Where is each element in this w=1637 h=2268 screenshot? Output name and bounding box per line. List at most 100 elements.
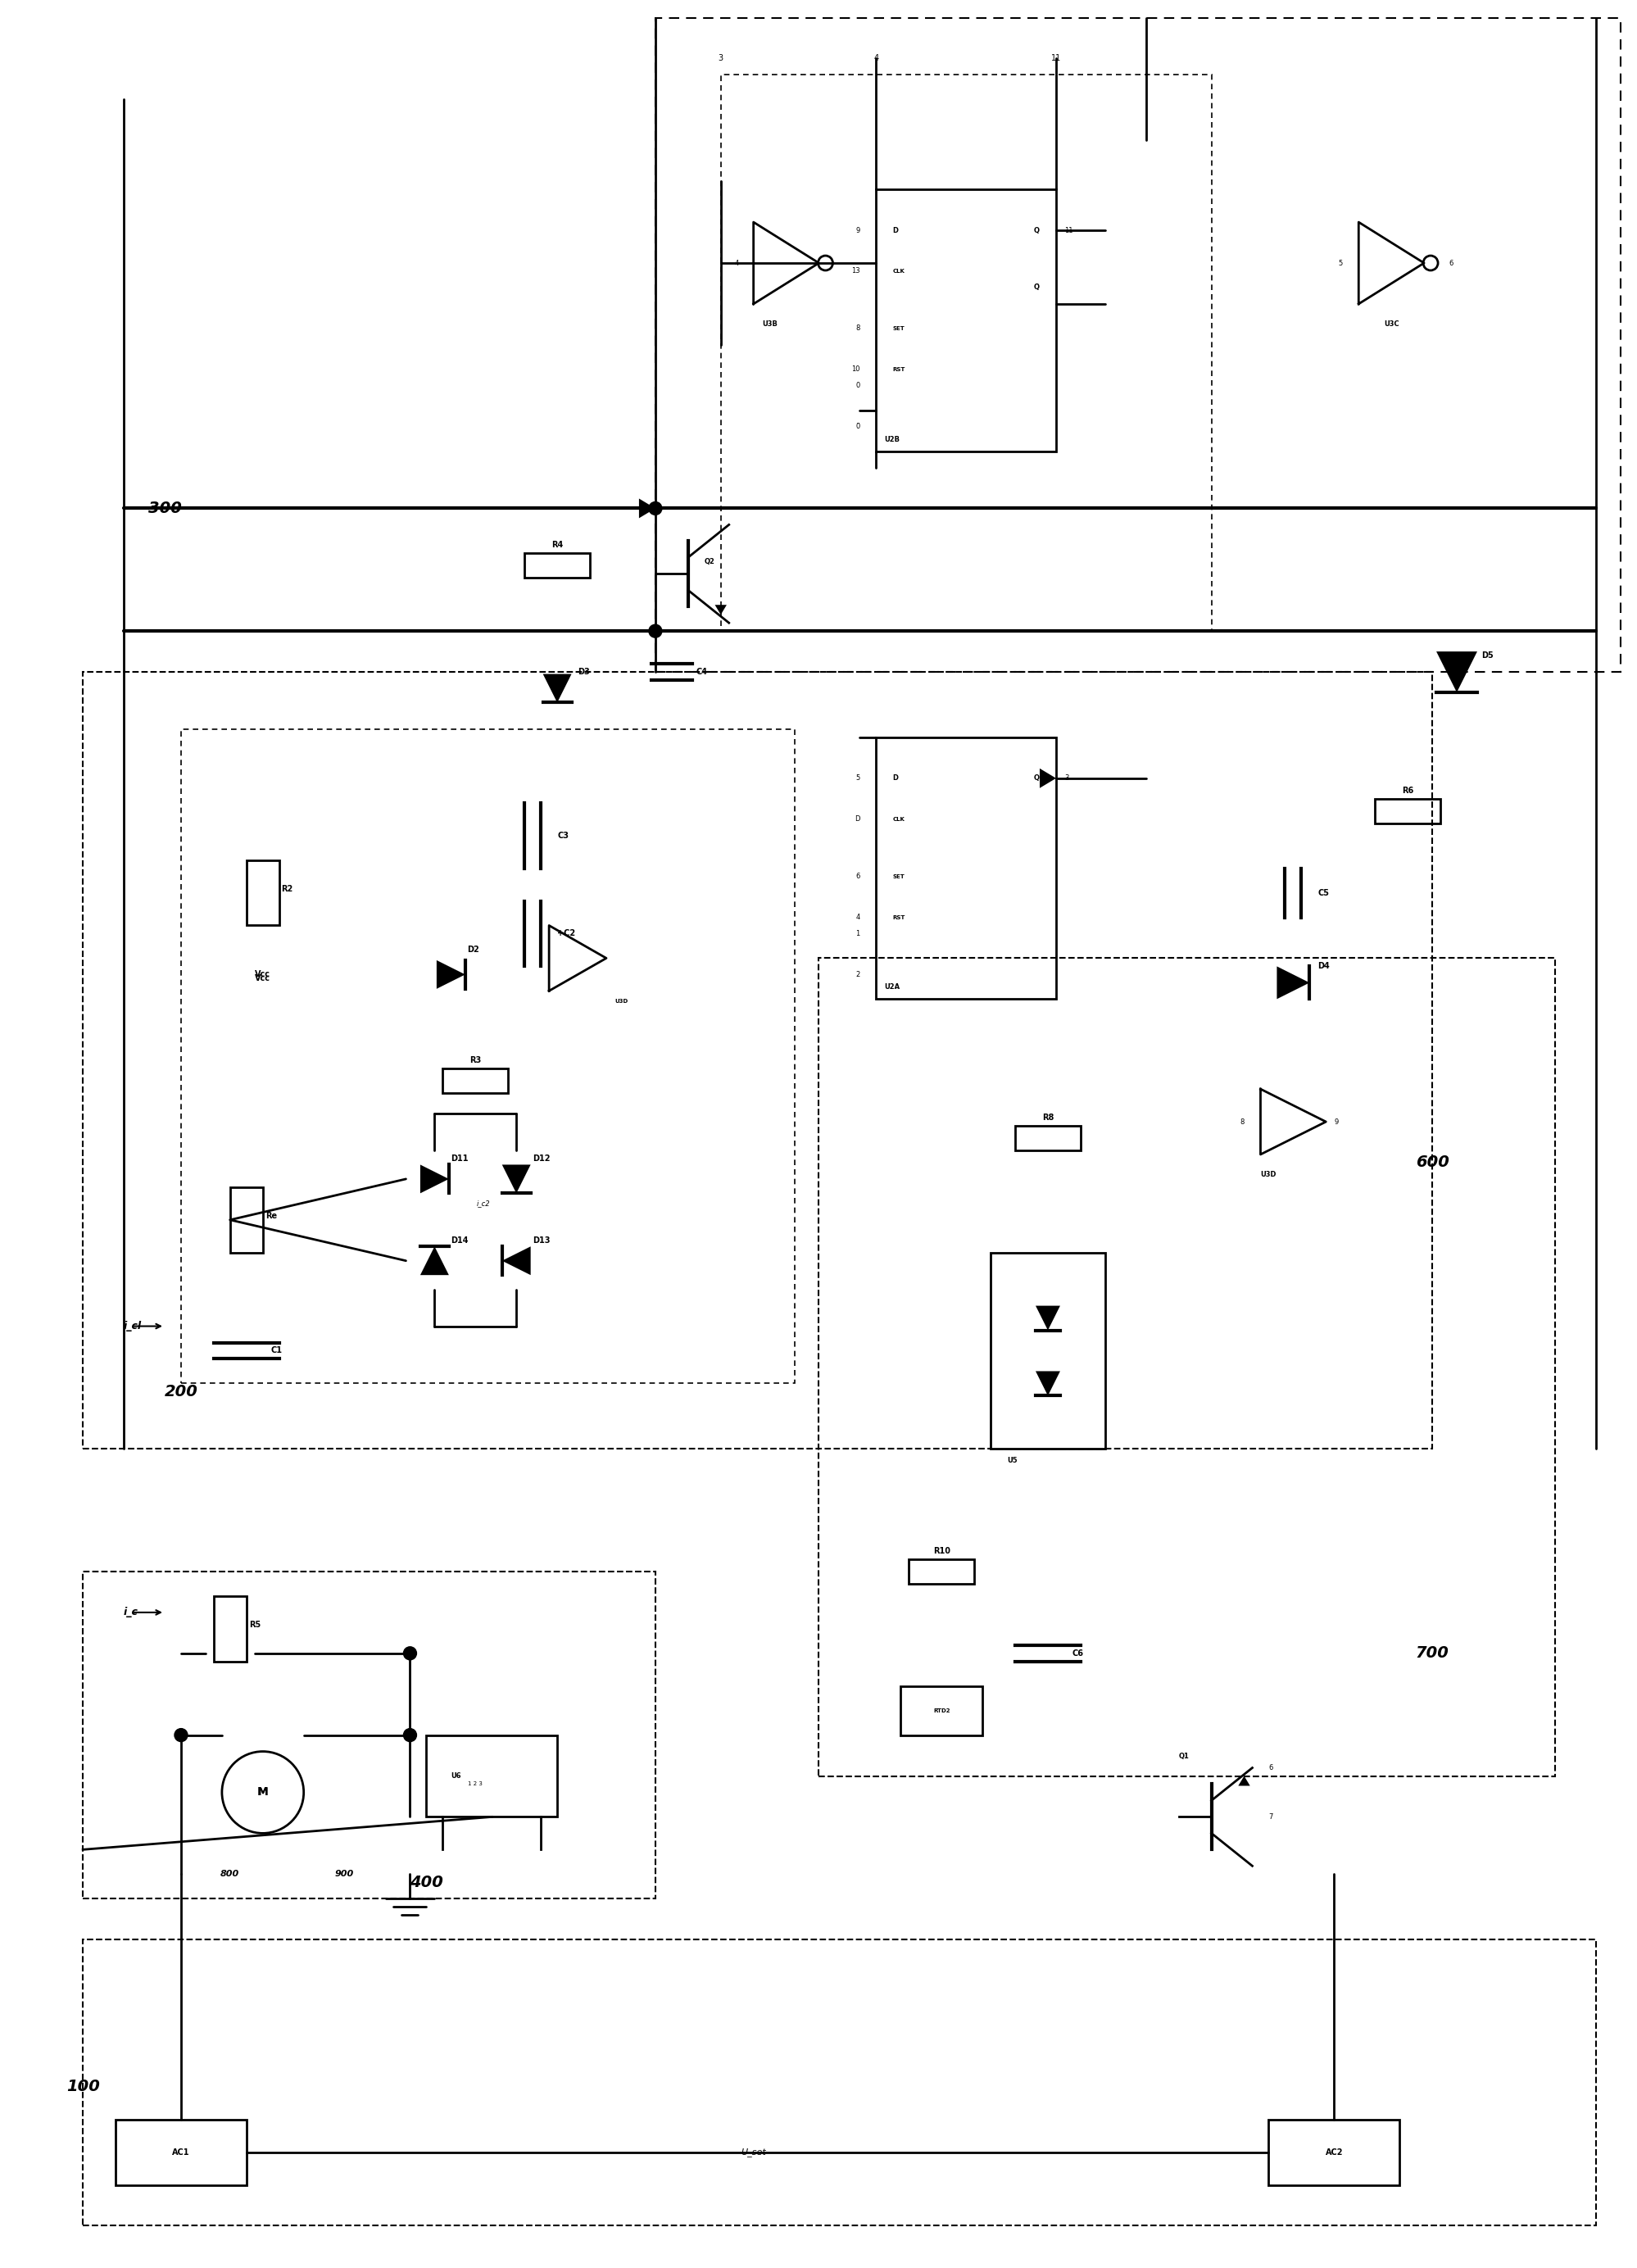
Text: Q1: Q1 [1179, 1753, 1188, 1760]
Text: U2B: U2B [884, 435, 899, 442]
Text: D12: D12 [532, 1154, 550, 1163]
Text: 4: 4 [873, 54, 877, 64]
Text: RTD2: RTD2 [933, 1708, 949, 1712]
Text: Re: Re [265, 1211, 277, 1220]
Text: 900: 900 [336, 1871, 354, 1878]
Text: R4: R4 [552, 542, 563, 549]
Text: Q: Q [1033, 776, 1039, 782]
Polygon shape [1277, 966, 1310, 1000]
Text: U_set: U_set [740, 2148, 766, 2157]
Text: U5: U5 [1007, 1456, 1017, 1465]
Polygon shape [503, 1247, 530, 1275]
Text: CLK: CLK [892, 816, 904, 821]
Polygon shape [421, 1166, 449, 1193]
Text: 11: 11 [1051, 54, 1061, 64]
Polygon shape [1035, 1306, 1059, 1331]
Text: R8: R8 [1041, 1114, 1053, 1123]
Polygon shape [1039, 769, 1056, 787]
Bar [231, 1186, 262, 1252]
Text: R2: R2 [282, 885, 293, 894]
Text: 0̄: 0̄ [855, 422, 859, 431]
Bar [876, 737, 1056, 1000]
Polygon shape [421, 1247, 449, 1275]
Bar [116, 2121, 246, 2184]
Text: 3: 3 [719, 54, 724, 64]
Text: D11: D11 [450, 1154, 468, 1163]
Text: 200: 200 [164, 1383, 198, 1399]
Text: D: D [855, 816, 859, 823]
Text: U6: U6 [450, 1771, 462, 1780]
Text: 3: 3 [1064, 776, 1067, 782]
Text: RST: RST [892, 914, 905, 921]
Text: 100: 100 [65, 2080, 100, 2096]
Text: 8: 8 [855, 324, 859, 331]
Text: 6: 6 [855, 873, 859, 880]
Bar [876, 191, 1056, 451]
Text: R5: R5 [249, 1622, 260, 1628]
Bar [246, 860, 278, 925]
Text: Q̄: Q̄ [1033, 284, 1039, 290]
Bar [442, 1068, 507, 1093]
Text: Q2: Q2 [704, 558, 715, 565]
Text: Vcc: Vcc [255, 975, 270, 982]
Text: 800: 800 [221, 1871, 239, 1878]
Text: 1: 1 [855, 930, 859, 937]
Text: Vcc: Vcc [255, 971, 270, 978]
Text: U3B: U3B [761, 320, 778, 327]
Bar [900, 1685, 982, 1735]
Text: 0: 0 [855, 381, 859, 390]
Text: D13: D13 [532, 1236, 550, 1245]
Polygon shape [503, 1166, 530, 1193]
Text: D: D [892, 227, 897, 234]
Circle shape [175, 1728, 188, 1742]
Text: U3D: U3D [1260, 1170, 1275, 1177]
Text: C5: C5 [1318, 889, 1329, 896]
Text: 10: 10 [851, 365, 859, 372]
Text: R3: R3 [470, 1057, 481, 1064]
Text: C1: C1 [270, 1347, 282, 1354]
Text: 300: 300 [147, 501, 182, 517]
Text: i_c2: i_c2 [476, 1200, 489, 1207]
Bar [818, 957, 1554, 1776]
Text: 6: 6 [1447, 259, 1452, 268]
Text: 2: 2 [855, 971, 859, 978]
Circle shape [403, 1647, 416, 1660]
Text: D4: D4 [1318, 962, 1329, 971]
Text: D5: D5 [1480, 651, 1493, 660]
Text: D3: D3 [578, 667, 589, 676]
Polygon shape [1035, 1372, 1059, 1395]
Text: R10: R10 [933, 1547, 949, 1556]
Text: U3C: U3C [1383, 320, 1398, 327]
Text: D: D [892, 776, 897, 782]
Bar [524, 553, 589, 578]
Text: Q: Q [1033, 227, 1039, 234]
Bar [426, 1735, 557, 1817]
Text: 600: 600 [1414, 1154, 1449, 1170]
Text: D14: D14 [450, 1236, 468, 1245]
Polygon shape [1238, 1776, 1249, 1785]
Text: CLK: CLK [892, 268, 904, 274]
Text: 400: 400 [409, 1876, 444, 1889]
Text: 7: 7 [1269, 1812, 1272, 1821]
Text: U2A: U2A [884, 984, 900, 991]
Text: 4: 4 [855, 914, 859, 921]
Bar [909, 1560, 974, 1583]
Text: U3D: U3D [614, 1000, 627, 1005]
Bar [1015, 1125, 1080, 1150]
Text: C4: C4 [696, 667, 707, 676]
Polygon shape [714, 606, 727, 615]
Bar [655, 18, 1619, 671]
Text: i_cl: i_cl [124, 1320, 142, 1331]
Bar [720, 75, 1211, 631]
Text: i_c: i_c [124, 1608, 139, 1617]
Bar [1375, 798, 1439, 823]
Text: D2: D2 [467, 946, 480, 955]
Text: 1 2 3: 1 2 3 [468, 1783, 483, 1787]
Text: 6: 6 [1269, 1765, 1272, 1771]
Text: 700: 700 [1414, 1647, 1449, 1660]
Circle shape [403, 1728, 416, 1742]
Polygon shape [1436, 651, 1477, 692]
Text: C3: C3 [557, 832, 568, 839]
Polygon shape [437, 959, 465, 989]
Bar [1269, 2121, 1400, 2184]
